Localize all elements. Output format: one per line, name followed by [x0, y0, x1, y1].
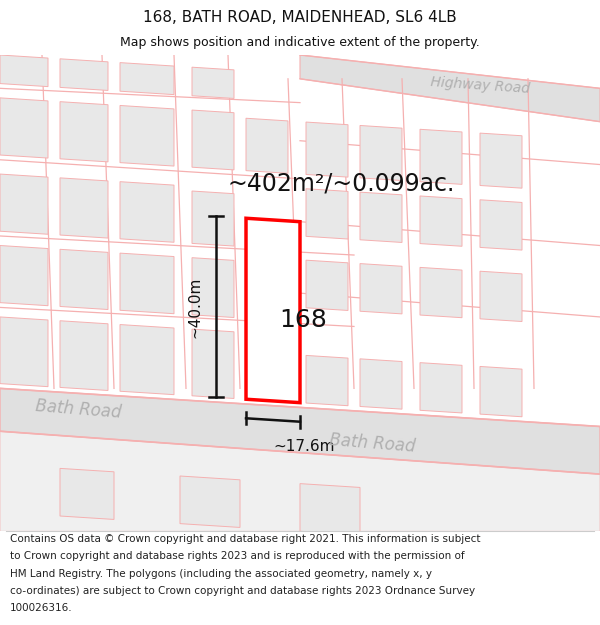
Polygon shape [306, 260, 348, 311]
Polygon shape [0, 246, 48, 306]
Polygon shape [192, 110, 234, 170]
Polygon shape [192, 329, 234, 399]
Polygon shape [0, 98, 48, 158]
Polygon shape [420, 196, 462, 246]
Polygon shape [360, 264, 402, 314]
Polygon shape [420, 268, 462, 318]
Text: to Crown copyright and database rights 2023 and is reproduced with the permissio: to Crown copyright and database rights 2… [10, 551, 464, 561]
Polygon shape [60, 468, 114, 519]
Polygon shape [120, 182, 174, 243]
Text: 168: 168 [279, 308, 327, 331]
Text: ~402m²/~0.099ac.: ~402m²/~0.099ac. [228, 172, 455, 196]
Polygon shape [306, 122, 348, 177]
Polygon shape [120, 106, 174, 166]
Polygon shape [192, 191, 234, 246]
Text: 168, BATH ROAD, MAIDENHEAD, SL6 4LB: 168, BATH ROAD, MAIDENHEAD, SL6 4LB [143, 10, 457, 25]
Polygon shape [120, 62, 174, 94]
Polygon shape [192, 258, 234, 318]
Polygon shape [0, 55, 48, 87]
Polygon shape [420, 362, 462, 413]
Text: Contains OS data © Crown copyright and database right 2021. This information is : Contains OS data © Crown copyright and d… [10, 534, 480, 544]
Polygon shape [480, 366, 522, 417]
Polygon shape [0, 174, 48, 234]
Polygon shape [360, 126, 402, 181]
Polygon shape [246, 118, 288, 173]
Polygon shape [60, 249, 108, 309]
Polygon shape [420, 129, 462, 184]
Polygon shape [300, 55, 600, 122]
Polygon shape [0, 317, 48, 387]
Polygon shape [480, 133, 522, 188]
Polygon shape [192, 68, 234, 98]
Polygon shape [300, 484, 360, 535]
Text: co-ordinates) are subject to Crown copyright and database rights 2023 Ordnance S: co-ordinates) are subject to Crown copyr… [10, 586, 475, 596]
Polygon shape [246, 218, 300, 402]
Polygon shape [480, 200, 522, 250]
Text: Bath Road: Bath Road [328, 431, 416, 456]
Polygon shape [180, 476, 240, 528]
Polygon shape [60, 178, 108, 238]
Polygon shape [0, 431, 600, 531]
Polygon shape [60, 59, 108, 91]
Polygon shape [120, 253, 174, 314]
Polygon shape [306, 189, 348, 239]
Polygon shape [60, 321, 108, 391]
Text: HM Land Registry. The polygons (including the associated geometry, namely x, y: HM Land Registry. The polygons (includin… [10, 569, 431, 579]
Polygon shape [360, 192, 402, 242]
Text: Map shows position and indicative extent of the property.: Map shows position and indicative extent… [120, 36, 480, 49]
Polygon shape [480, 271, 522, 321]
Text: ~17.6m: ~17.6m [273, 439, 335, 454]
Text: 100026316.: 100026316. [10, 604, 72, 614]
Text: Highway Road: Highway Road [430, 76, 530, 96]
Polygon shape [360, 359, 402, 409]
Polygon shape [306, 356, 348, 406]
Text: ~40.0m: ~40.0m [188, 276, 203, 338]
Polygon shape [60, 102, 108, 162]
Text: Bath Road: Bath Road [34, 398, 122, 422]
Polygon shape [120, 324, 174, 394]
Polygon shape [0, 388, 600, 474]
